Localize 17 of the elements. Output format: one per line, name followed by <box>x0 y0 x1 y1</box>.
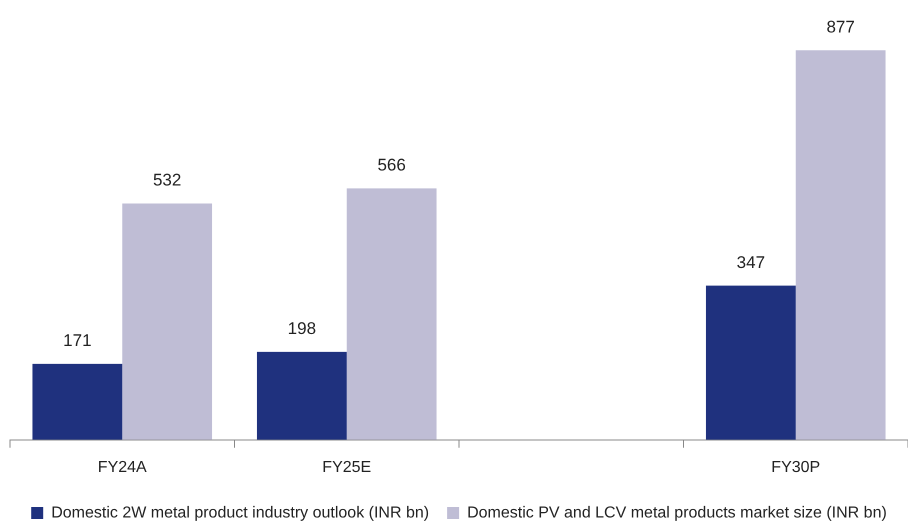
bar <box>32 364 122 440</box>
data-label: 877 <box>826 17 855 36</box>
bar <box>122 203 212 440</box>
data-label: 171 <box>63 331 92 350</box>
legend-label: Domestic PV and LCV metal products market size (INR bn) <box>467 504 887 522</box>
data-label: 532 <box>152 170 182 190</box>
data-label: 347 <box>736 252 766 272</box>
x-tick-label: FY25E <box>322 458 372 476</box>
bar <box>346 188 437 440</box>
bar <box>256 352 347 440</box>
bar <box>706 286 796 440</box>
x-tick-label: FY24A <box>98 458 148 476</box>
legend-label: Domestic 2W metal product industry outlook (INR bn) <box>51 504 430 522</box>
bar <box>796 50 886 440</box>
x-tick-label: FY30P <box>771 458 820 476</box>
data-label: 566 <box>377 156 406 175</box>
data-label: 198 <box>288 319 316 338</box>
